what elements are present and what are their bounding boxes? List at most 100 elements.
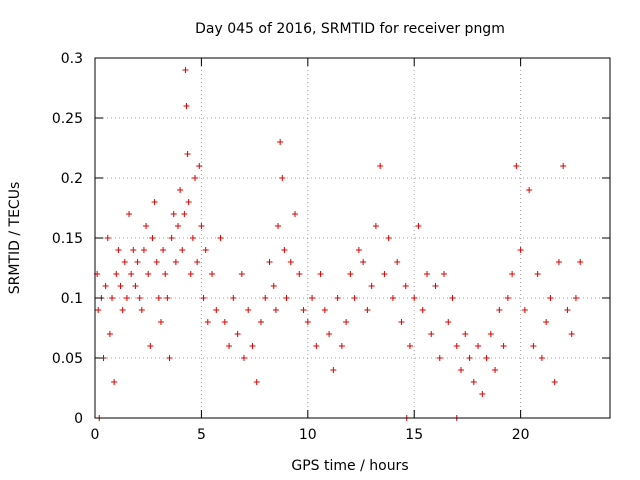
data-point <box>517 247 524 253</box>
data-point <box>183 103 190 109</box>
data-point <box>351 295 358 301</box>
data-point <box>160 247 167 253</box>
data-point <box>458 367 465 373</box>
data-point <box>534 271 541 277</box>
data-point <box>123 295 130 301</box>
data-point <box>347 271 354 277</box>
y-tick-label: 0.3 <box>61 51 83 67</box>
data-point <box>521 307 528 313</box>
y-tick-label: 0.15 <box>52 231 83 247</box>
y-tick-label: 0.1 <box>61 291 83 307</box>
data-point <box>572 295 579 301</box>
data-point <box>492 367 499 373</box>
data-point <box>184 151 191 157</box>
data-point <box>479 391 486 397</box>
data-point <box>475 343 482 349</box>
data-point <box>470 379 477 385</box>
data-point <box>226 343 233 349</box>
data-point <box>187 271 194 277</box>
data-point <box>292 211 299 217</box>
y-tick-label: 0 <box>74 411 83 427</box>
data-point <box>170 211 177 217</box>
data-point <box>389 295 396 301</box>
data-point <box>109 295 116 301</box>
data-point <box>326 331 333 337</box>
data-point <box>504 295 511 301</box>
data-point <box>338 343 345 349</box>
data-point <box>147 343 154 349</box>
y-tick-label: 0.05 <box>52 351 83 367</box>
data-point <box>128 271 135 277</box>
data-point <box>106 331 113 337</box>
data-point <box>249 343 256 349</box>
data-point <box>564 307 571 313</box>
data-point <box>275 223 282 229</box>
data-point <box>115 247 122 253</box>
data-point <box>309 295 316 301</box>
data-point <box>168 235 175 241</box>
data-point <box>415 223 422 229</box>
data-point <box>181 211 188 217</box>
x-tick-label: 0 <box>91 427 100 443</box>
data-point <box>230 295 237 301</box>
data-point <box>394 259 401 265</box>
data-point <box>577 259 584 265</box>
data-point <box>179 247 186 253</box>
data-point <box>551 379 558 385</box>
data-point <box>538 355 545 361</box>
grid-lines <box>95 58 610 418</box>
data-point <box>151 199 158 205</box>
data-point <box>300 307 307 313</box>
data-point <box>221 319 228 325</box>
data-point <box>192 175 199 181</box>
data-point <box>240 355 247 361</box>
data-point <box>330 367 337 373</box>
data-point <box>153 259 160 265</box>
data-point <box>547 295 554 301</box>
data-point <box>453 343 460 349</box>
data-point <box>117 283 124 289</box>
data-point <box>209 271 216 277</box>
chart-title: Day 045 of 2016, SRMTID for receiver png… <box>195 21 505 37</box>
data-point <box>245 307 252 313</box>
data-points <box>94 67 584 421</box>
data-point <box>462 331 469 337</box>
data-point <box>296 271 303 277</box>
data-point <box>377 163 384 169</box>
data-point <box>398 319 405 325</box>
data-point <box>200 295 207 301</box>
data-point <box>262 295 269 301</box>
data-point <box>279 175 286 181</box>
data-point <box>555 259 562 265</box>
data-point <box>368 283 375 289</box>
data-point <box>204 319 211 325</box>
data-point <box>355 247 362 253</box>
data-point <box>174 223 181 229</box>
data-point <box>172 259 179 265</box>
data-point <box>213 307 220 313</box>
data-point <box>487 331 494 337</box>
data-point <box>113 271 120 277</box>
data-point <box>343 319 350 325</box>
data-point <box>360 259 367 265</box>
data-point <box>157 319 164 325</box>
data-point <box>119 307 126 313</box>
data-point <box>136 295 143 301</box>
data-point <box>134 259 141 265</box>
data-point <box>238 271 245 277</box>
data-point <box>436 355 443 361</box>
data-point <box>419 307 426 313</box>
data-point <box>509 271 516 277</box>
data-point <box>496 307 503 313</box>
data-point <box>526 187 533 193</box>
data-point <box>162 271 169 277</box>
data-point <box>270 283 277 289</box>
data-point <box>234 331 241 337</box>
data-point <box>568 331 575 337</box>
data-point <box>95 307 102 313</box>
data-point <box>449 295 456 301</box>
data-point <box>560 163 567 169</box>
x-tick-label: 15 <box>405 427 423 443</box>
